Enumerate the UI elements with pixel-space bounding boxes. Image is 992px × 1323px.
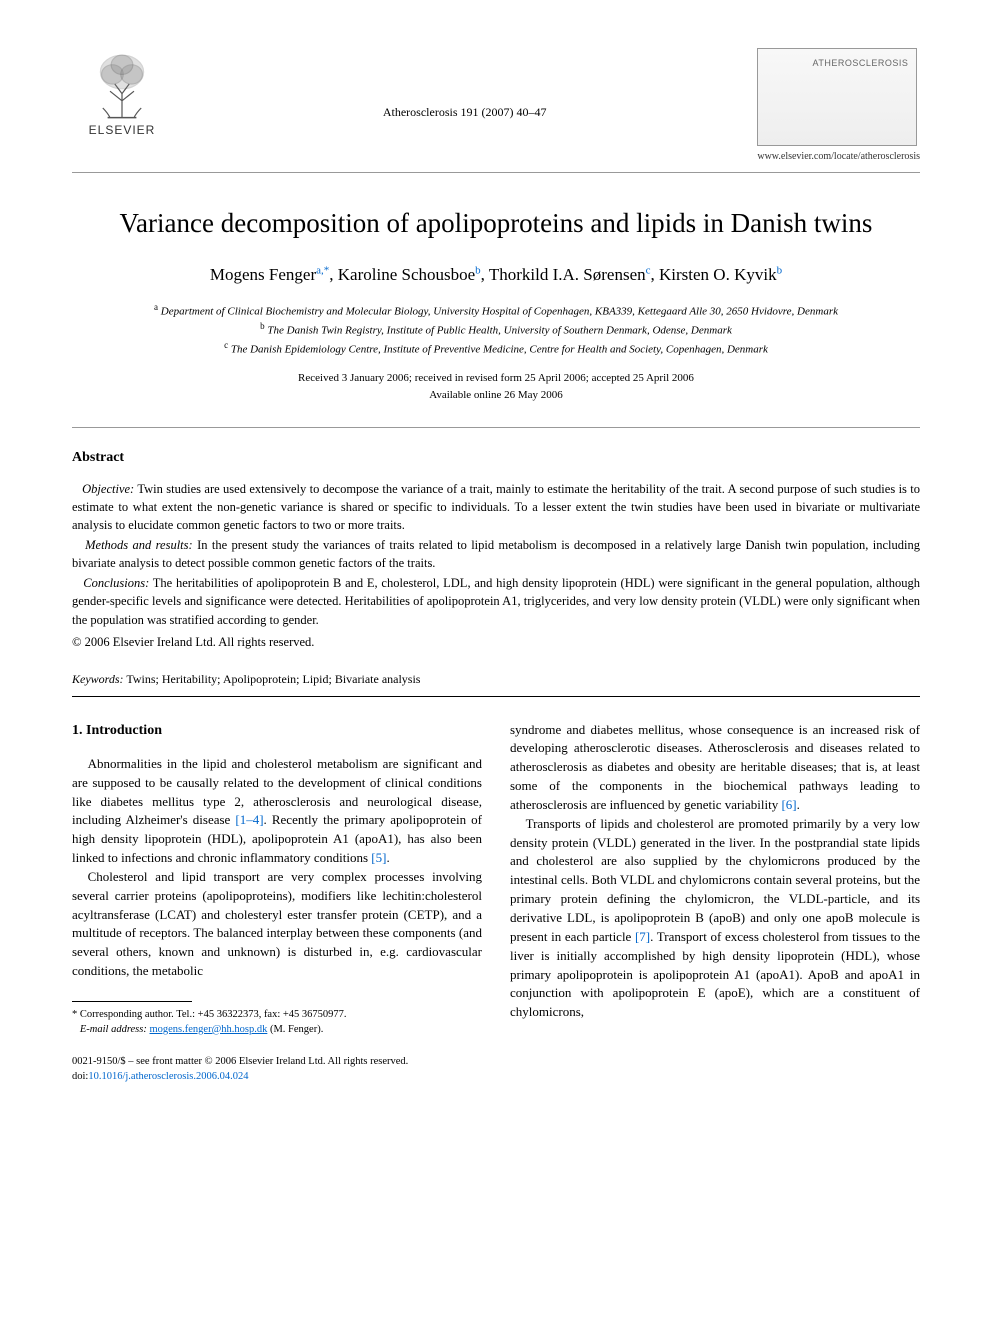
abstract-heading: Abstract bbox=[72, 448, 920, 468]
keywords-label: Keywords: bbox=[72, 672, 124, 686]
intro-heading: 1. Introduction bbox=[72, 721, 482, 741]
corr-email-line: E-mail address: mogens.fenger@hh.hosp.dk… bbox=[72, 1023, 482, 1038]
affiliation: c The Danish Epidemiology Centre, Instit… bbox=[72, 339, 920, 358]
objective-text: Twin studies are used extensively to dec… bbox=[72, 482, 920, 532]
doi-label: doi: bbox=[72, 1071, 88, 1082]
publisher-logo: ELSEVIER bbox=[72, 48, 172, 139]
methods-label: Methods and results: bbox=[85, 538, 193, 552]
author: Kirsten O. Kyvik bbox=[659, 265, 777, 284]
body-text: Transports of lipids and cholesterol are… bbox=[510, 816, 920, 944]
doi-link[interactable]: 10.1016/j.atherosclerosis.2006.04.024 bbox=[88, 1071, 248, 1082]
abstract-methods: Methods and results: In the present stud… bbox=[72, 536, 920, 572]
header-rule bbox=[72, 172, 920, 173]
article-title: Variance decomposition of apolipoprotein… bbox=[72, 205, 920, 243]
body-paragraph: Abnormalities in the lipid and cholester… bbox=[72, 755, 482, 868]
methods-text: In the present study the variances of tr… bbox=[72, 538, 920, 570]
date-received: Received 3 January 2006; received in rev… bbox=[72, 370, 920, 387]
article-dates: Received 3 January 2006; received in rev… bbox=[72, 370, 920, 403]
author-mark[interactable]: b bbox=[475, 264, 481, 276]
email-label: E-mail address: bbox=[80, 1024, 147, 1035]
affiliation-mark: b bbox=[260, 321, 265, 331]
keywords-line: Keywords: Twins; Heritability; Apolipopr… bbox=[72, 671, 920, 688]
authors-line: Mogens Fengera,*, Karoline Schousboeb, T… bbox=[72, 263, 920, 287]
email-link[interactable]: mogens.fenger@hh.hosp.dk bbox=[149, 1024, 267, 1035]
abstract-section: Abstract Objective: Twin studies are use… bbox=[72, 448, 920, 651]
corresponding-footnote: * Corresponding author. Tel.: +45 363223… bbox=[72, 1008, 482, 1037]
objective-label: Objective: bbox=[82, 482, 134, 496]
affiliation: b The Danish Twin Registry, Institute of… bbox=[72, 320, 920, 339]
affiliation-mark: a bbox=[154, 302, 158, 312]
header-row: ELSEVIER Atherosclerosis 191 (2007) 40–4… bbox=[72, 48, 920, 164]
journal-branding: ATHEROSCLEROSIS www.elsevier.com/locate/… bbox=[757, 48, 920, 164]
body-text: . bbox=[797, 797, 800, 812]
abstract-bottom-rule bbox=[72, 696, 920, 697]
author-mark[interactable]: a,* bbox=[316, 264, 329, 276]
citation-link[interactable]: [6] bbox=[781, 797, 796, 812]
citation-link[interactable]: [1–4] bbox=[235, 812, 263, 827]
author-mark[interactable]: c bbox=[646, 264, 651, 276]
publisher-name: ELSEVIER bbox=[89, 122, 156, 139]
journal-cover-title: ATHEROSCLEROSIS bbox=[766, 57, 908, 70]
author: Thorkild I.A. Sørensen bbox=[489, 265, 646, 284]
date-online: Available online 26 May 2006 bbox=[72, 387, 920, 404]
journal-url[interactable]: www.elsevier.com/locate/atherosclerosis bbox=[757, 150, 920, 164]
journal-reference: Atherosclerosis 191 (2007) 40–47 bbox=[172, 48, 757, 121]
body-text: . bbox=[386, 850, 389, 865]
abstract-body: Objective: Twin studies are used extensi… bbox=[72, 480, 920, 651]
footnote-rule bbox=[72, 1001, 192, 1002]
body-paragraph: Cholesterol and lipid transport are very… bbox=[72, 868, 482, 981]
citation-link[interactable]: [7] bbox=[635, 929, 650, 944]
column-left: 1. Introduction Abnormalities in the lip… bbox=[72, 721, 482, 1038]
body-text: Cholesterol and lipid transport are very… bbox=[72, 869, 482, 978]
elsevier-tree-icon bbox=[86, 48, 158, 120]
affiliation-text: The Danish Twin Registry, Institute of P… bbox=[267, 324, 732, 336]
body-text: syndrome and diabetes mellitus, whose co… bbox=[510, 722, 920, 812]
abstract-copyright: © 2006 Elsevier Ireland Ltd. All rights … bbox=[72, 633, 920, 651]
author-mark[interactable]: b bbox=[777, 264, 783, 276]
abstract-top-rule bbox=[72, 427, 920, 428]
affiliation-mark: c bbox=[224, 340, 228, 350]
body-paragraph: Transports of lipids and cholesterol are… bbox=[510, 815, 920, 1022]
email-suffix: (M. Fenger). bbox=[270, 1024, 323, 1035]
conclusions-text: The heritabilities of apolipoprotein B a… bbox=[72, 576, 920, 626]
body-columns: 1. Introduction Abnormalities in the lip… bbox=[72, 721, 920, 1038]
affiliation: a Department of Clinical Biochemistry an… bbox=[72, 301, 920, 320]
doi-line: doi:10.1016/j.atherosclerosis.2006.04.02… bbox=[72, 1070, 920, 1085]
abstract-conclusions: Conclusions: The heritabilities of apoli… bbox=[72, 574, 920, 628]
abstract-objective: Objective: Twin studies are used extensi… bbox=[72, 480, 920, 534]
issn-line: 0021-9150/$ – see front matter © 2006 El… bbox=[72, 1055, 920, 1070]
column-right: syndrome and diabetes mellitus, whose co… bbox=[510, 721, 920, 1038]
author: Mogens Fenger bbox=[210, 265, 316, 284]
affiliation-text: Department of Clinical Biochemistry and … bbox=[161, 305, 838, 317]
conclusions-label: Conclusions: bbox=[83, 576, 149, 590]
citation-link[interactable]: [5] bbox=[371, 850, 386, 865]
body-paragraph: syndrome and diabetes mellitus, whose co… bbox=[510, 721, 920, 815]
journal-cover-thumb: ATHEROSCLEROSIS bbox=[757, 48, 917, 146]
corr-tel-fax: * Corresponding author. Tel.: +45 363223… bbox=[72, 1008, 482, 1023]
author: Karoline Schousboe bbox=[338, 265, 475, 284]
affiliations: a Department of Clinical Biochemistry an… bbox=[72, 301, 920, 358]
front-matter-footer: 0021-9150/$ – see front matter © 2006 El… bbox=[72, 1055, 920, 1084]
affiliation-text: The Danish Epidemiology Centre, Institut… bbox=[231, 344, 768, 356]
keywords-text: Twins; Heritability; Apolipoprotein; Lip… bbox=[126, 672, 420, 686]
